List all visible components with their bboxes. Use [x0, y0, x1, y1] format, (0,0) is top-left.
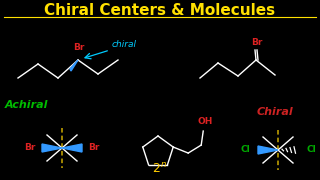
Text: Achiral: Achiral	[5, 100, 49, 110]
Text: Br: Br	[24, 143, 36, 152]
Text: OH: OH	[197, 117, 213, 126]
Text: Br: Br	[88, 143, 100, 152]
Text: Cl: Cl	[306, 145, 316, 154]
Text: $2^n$: $2^n$	[153, 162, 167, 176]
Polygon shape	[42, 144, 62, 152]
Text: Cl: Cl	[240, 145, 250, 154]
Text: Chiral: Chiral	[257, 107, 294, 117]
Polygon shape	[70, 60, 78, 71]
Text: chiral: chiral	[112, 40, 137, 49]
Text: Br: Br	[251, 38, 263, 47]
Text: Chiral Centers & Molecules: Chiral Centers & Molecules	[44, 3, 276, 17]
Polygon shape	[62, 144, 82, 152]
Text: Br: Br	[73, 43, 85, 52]
Polygon shape	[258, 146, 278, 154]
